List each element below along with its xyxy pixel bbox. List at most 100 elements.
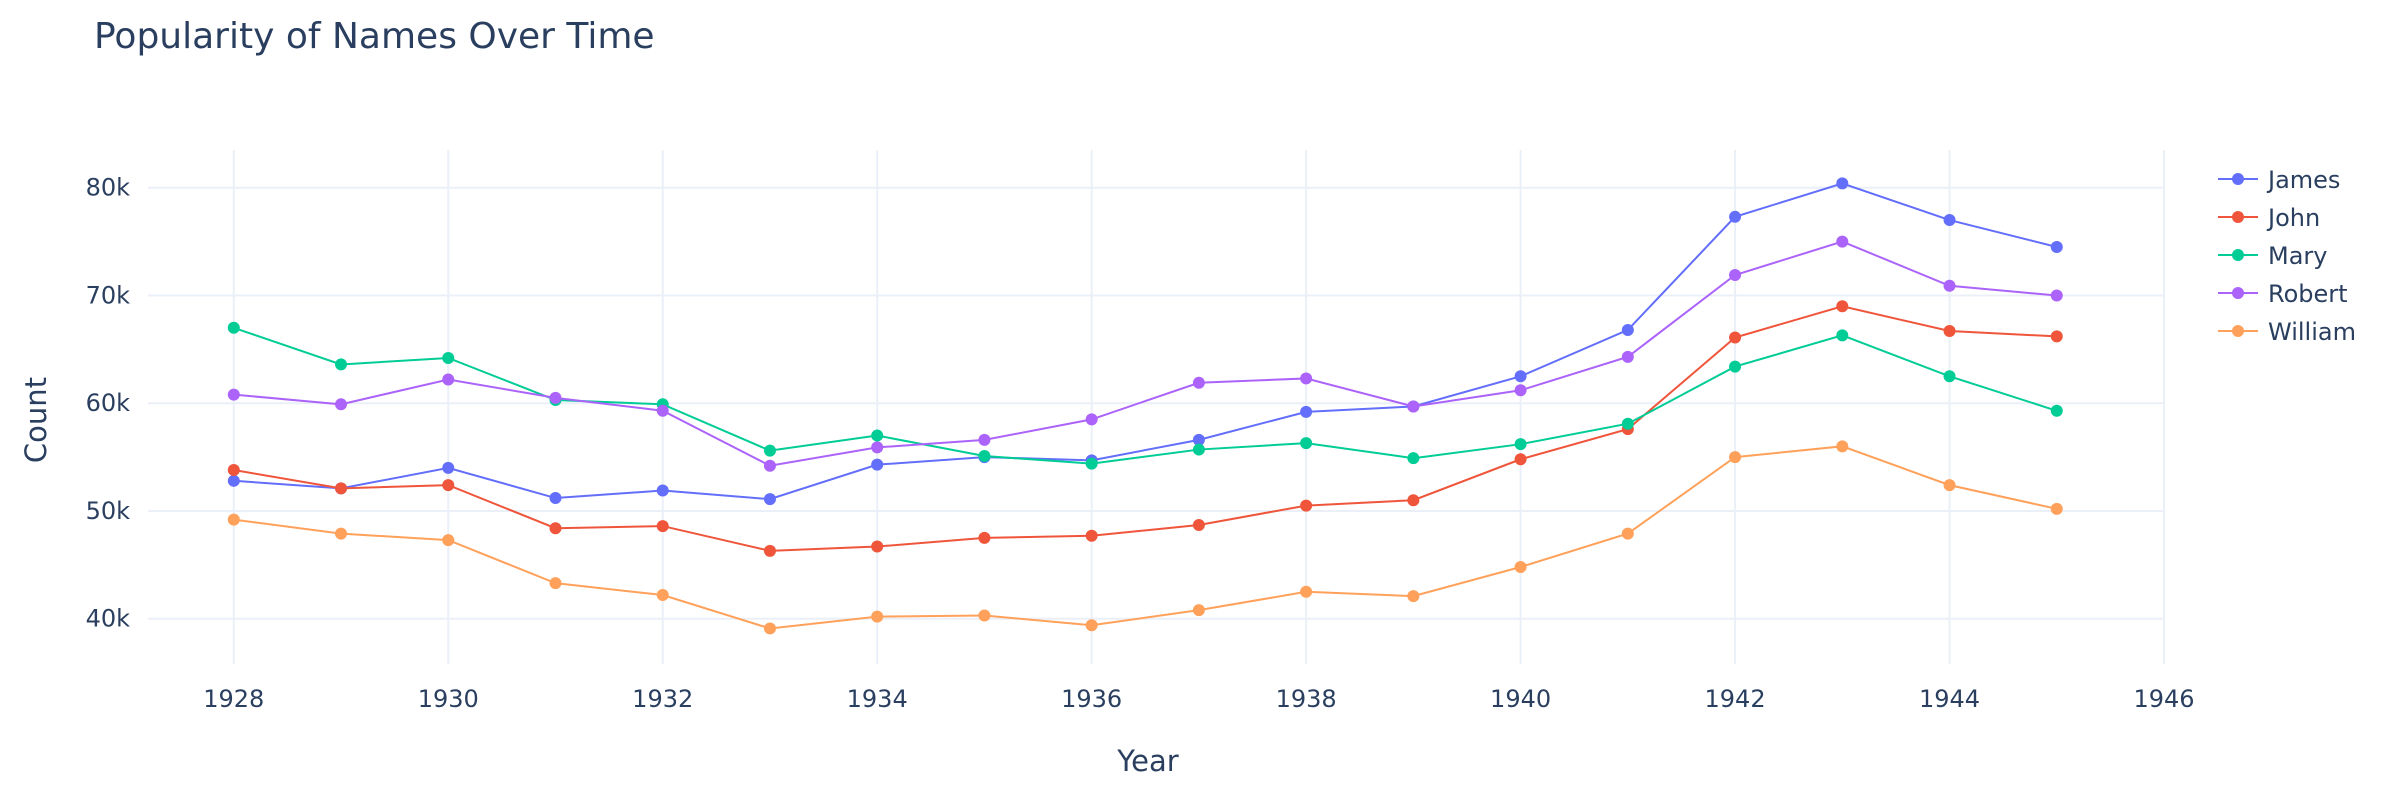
data-point[interactable]	[871, 610, 884, 623]
data-point[interactable]	[1943, 279, 1956, 292]
data-point[interactable]	[871, 458, 884, 471]
data-point[interactable]	[1192, 376, 1205, 389]
data-point[interactable]	[442, 479, 455, 492]
data-point[interactable]	[978, 531, 991, 544]
data-point[interactable]	[1300, 405, 1313, 418]
data-point[interactable]	[549, 522, 562, 535]
data-point[interactable]	[1300, 585, 1313, 598]
legend-swatch-marker	[2232, 211, 2244, 223]
data-point[interactable]	[1729, 331, 1742, 344]
data-point[interactable]	[1836, 235, 1849, 248]
x-tick-label: 1942	[1705, 685, 1766, 713]
y-axis-ticks: 40k 50k 60k 70k 80k	[86, 174, 131, 633]
data-point[interactable]	[227, 513, 240, 526]
data-point[interactable]	[1729, 268, 1742, 281]
x-axis-ticks: 1928 1930 1932 1934 1936 1938 1940 1942 1944 1946	[203, 685, 2194, 713]
data-point[interactable]	[1085, 457, 1098, 470]
data-point[interactable]	[1192, 443, 1205, 456]
data-point[interactable]	[1192, 604, 1205, 617]
data-point[interactable]	[549, 577, 562, 590]
data-point[interactable]	[978, 450, 991, 463]
data-point[interactable]	[978, 609, 991, 622]
data-point[interactable]	[656, 404, 669, 417]
data-point[interactable]	[1836, 440, 1849, 453]
data-point[interactable]	[1514, 453, 1527, 466]
data-point[interactable]	[978, 433, 991, 446]
data-point[interactable]	[335, 527, 348, 540]
legend-label: William	[2268, 318, 2356, 346]
data-point[interactable]	[549, 492, 562, 505]
data-point[interactable]	[335, 482, 348, 495]
data-point[interactable]	[1300, 372, 1313, 385]
data-point[interactable]	[1192, 518, 1205, 531]
legend-label: James	[2266, 166, 2340, 194]
data-point[interactable]	[442, 373, 455, 386]
data-point[interactable]	[1407, 400, 1420, 413]
data-point[interactable]	[1836, 329, 1849, 342]
data-point[interactable]	[1621, 417, 1634, 430]
data-point[interactable]	[2050, 289, 2063, 302]
data-point[interactable]	[1943, 214, 1956, 227]
data-point[interactable]	[1514, 438, 1527, 451]
data-point[interactable]	[1192, 433, 1205, 446]
data-point[interactable]	[763, 622, 776, 635]
data-point[interactable]	[1514, 370, 1527, 383]
data-point[interactable]	[1836, 300, 1849, 313]
data-point[interactable]	[2050, 240, 2063, 253]
data-point[interactable]	[763, 544, 776, 557]
legend-item-robert[interactable]: Robert	[2218, 280, 2348, 308]
data-point[interactable]	[1943, 325, 1956, 338]
data-point[interactable]	[2050, 330, 2063, 343]
data-point[interactable]	[1729, 451, 1742, 464]
data-point[interactable]	[2050, 404, 2063, 417]
data-point[interactable]	[1300, 499, 1313, 512]
legend-item-william[interactable]: William	[2218, 318, 2356, 346]
data-point[interactable]	[1943, 370, 1956, 383]
data-point[interactable]	[1407, 452, 1420, 465]
data-point[interactable]	[1621, 350, 1634, 363]
data-point[interactable]	[1621, 527, 1634, 540]
data-point[interactable]	[1621, 323, 1634, 336]
data-point[interactable]	[1836, 177, 1849, 190]
data-point[interactable]	[871, 441, 884, 454]
data-point[interactable]	[442, 461, 455, 474]
data-point[interactable]	[1514, 561, 1527, 574]
data-point[interactable]	[549, 391, 562, 404]
legend-item-james[interactable]: James	[2218, 166, 2340, 194]
data-point[interactable]	[442, 534, 455, 547]
legend-item-john[interactable]: John	[2218, 204, 2320, 232]
data-point[interactable]	[2050, 502, 2063, 515]
data-point[interactable]	[227, 388, 240, 401]
data-point[interactable]	[656, 484, 669, 497]
data-point[interactable]	[1729, 360, 1742, 373]
data-point[interactable]	[1407, 494, 1420, 507]
data-point[interactable]	[227, 474, 240, 487]
data-point[interactable]	[335, 358, 348, 371]
data-point[interactable]	[335, 398, 348, 411]
data-point[interactable]	[656, 589, 669, 602]
data-point[interactable]	[1943, 479, 1956, 492]
series-mary	[227, 321, 2063, 470]
data-point[interactable]	[1300, 437, 1313, 450]
data-point[interactable]	[871, 429, 884, 442]
legend-item-mary[interactable]: Mary	[2218, 242, 2327, 270]
data-point[interactable]	[227, 321, 240, 334]
data-point[interactable]	[763, 493, 776, 506]
data-point[interactable]	[442, 351, 455, 364]
x-tick-label: 1936	[1061, 685, 1122, 713]
data-point[interactable]	[763, 444, 776, 457]
data-point[interactable]	[1085, 619, 1098, 632]
data-point[interactable]	[227, 464, 240, 477]
data-point[interactable]	[1729, 210, 1742, 223]
data-point[interactable]	[1407, 590, 1420, 603]
data-point[interactable]	[1085, 413, 1098, 426]
data-point[interactable]	[1085, 529, 1098, 542]
data-point[interactable]	[656, 520, 669, 533]
legend[interactable]: James John Mary Robert William	[2218, 166, 2356, 346]
data-point[interactable]	[871, 540, 884, 553]
x-tick-label: 1944	[1919, 685, 1980, 713]
data-point[interactable]	[1514, 384, 1527, 397]
data-point[interactable]	[763, 459, 776, 472]
series-line	[233, 182, 2058, 501]
